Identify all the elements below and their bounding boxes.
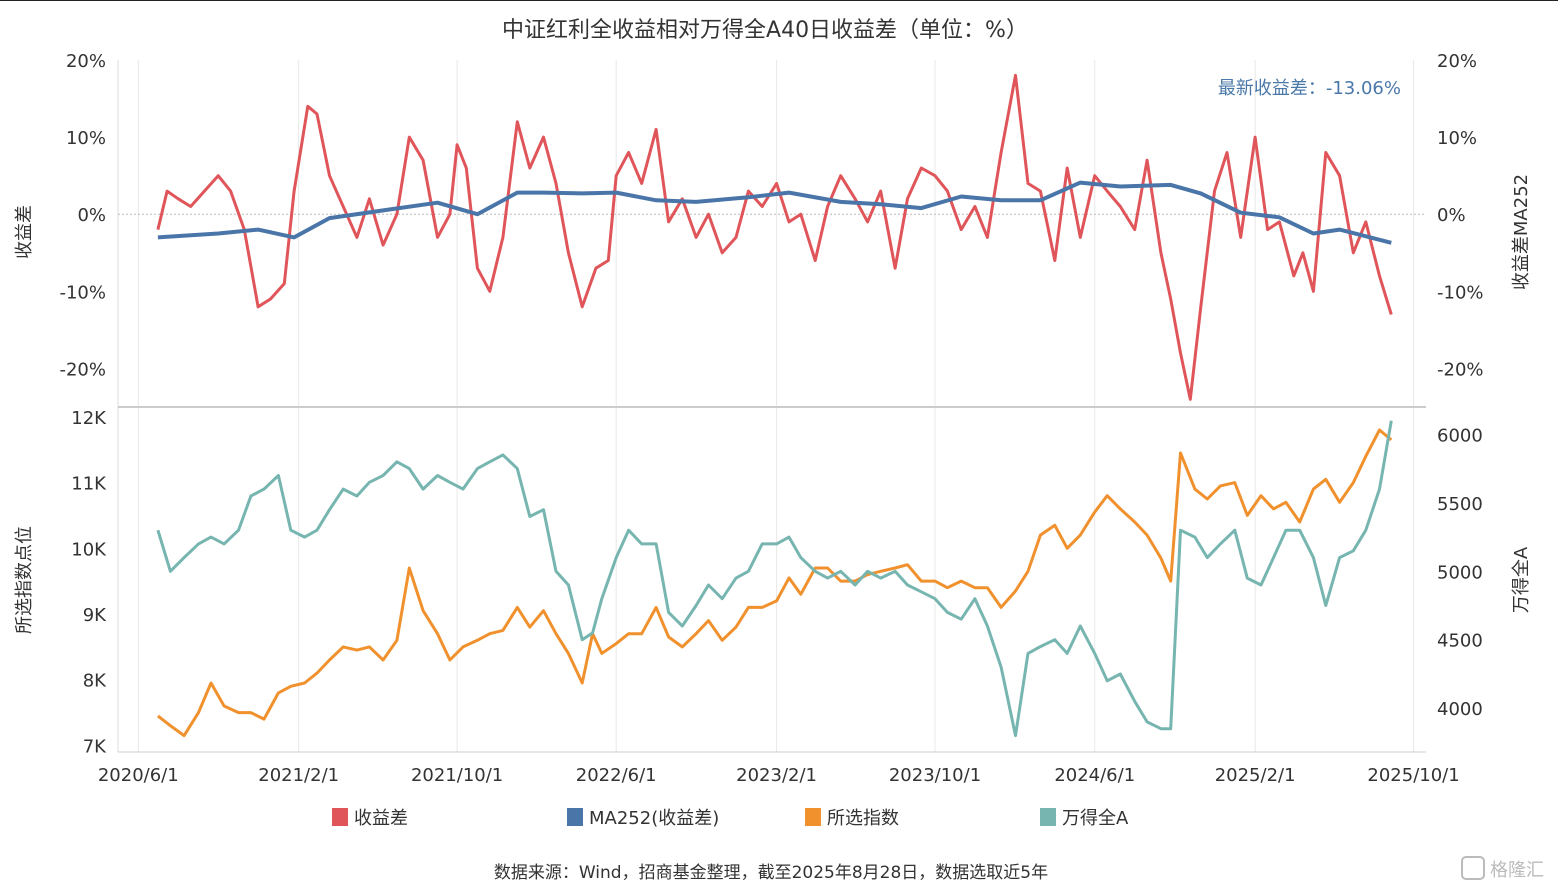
watermark-logo-icon bbox=[1461, 856, 1485, 880]
watermark-text: 格隆汇 bbox=[1490, 860, 1544, 881]
x-axis-ticks: 2020/6/1 2021/2/1 2021/10/1 2022/6/1 2023/2/… bbox=[98, 765, 1460, 786]
x-tick-label: 2024/6/1 bbox=[1054, 765, 1135, 786]
x-tick-label: 2023/2/1 bbox=[736, 765, 817, 786]
top-panel-series bbox=[156, 73, 1393, 401]
top-left-axis-title: 收益差 bbox=[14, 205, 35, 259]
bottom-right-axis-title: 万得全A bbox=[1511, 546, 1532, 613]
bottom-left-axis-title: 所选指数点位 bbox=[14, 526, 35, 634]
y-tick-label: -20% bbox=[59, 359, 106, 380]
x-tick-label: 2020/6/1 bbox=[98, 765, 179, 786]
y-tick-label: -10% bbox=[59, 282, 106, 303]
y-tick-label: 20% bbox=[1437, 51, 1477, 72]
bottom-panel-series bbox=[156, 420, 1393, 738]
legend-label: 所选指数 bbox=[827, 808, 899, 829]
y-tick-label: 7K bbox=[83, 736, 107, 757]
y-tick-label: -20% bbox=[1437, 359, 1484, 380]
legend-swatch bbox=[567, 808, 583, 826]
source-note: 数据来源：Wind，招商基金整理，截至2025年8月28日，数据选取近5年 bbox=[494, 863, 1048, 883]
bottom-right-ticks: 6000 5500 5000 4500 4000 bbox=[1437, 425, 1483, 720]
legend: 收益差 MA252(收益差) 所选指数 万得全A bbox=[332, 808, 1129, 829]
x-tick-label: 2021/10/1 bbox=[411, 765, 503, 786]
top-right-ticks: 20% 10% 0% -10% -20% bbox=[1437, 51, 1484, 380]
y-tick-label: 10% bbox=[66, 128, 106, 149]
grid bbox=[117, 60, 1426, 753]
wind-all-a-series-line bbox=[156, 420, 1393, 738]
legend-swatch bbox=[1040, 808, 1056, 826]
x-tick-label: 2022/6/1 bbox=[576, 765, 657, 786]
x-tick-label: 2023/10/1 bbox=[889, 765, 981, 786]
y-tick-label: 12K bbox=[71, 408, 107, 429]
watermark: 格隆汇 bbox=[1461, 856, 1544, 881]
ma252-series-line bbox=[157, 180, 1392, 245]
legend-label: MA252(收益差) bbox=[589, 808, 719, 829]
bottom-left-ticks: 12K 11K 10K 9K 8K 7K bbox=[71, 408, 107, 758]
y-tick-label: 9K bbox=[83, 605, 107, 626]
top-right-axis-title: 收益差MA252 bbox=[1511, 174, 1532, 290]
y-tick-label: -10% bbox=[1437, 282, 1484, 303]
y-tick-label: 0% bbox=[1437, 205, 1466, 226]
x-tick-label: 2021/2/1 bbox=[258, 765, 339, 786]
top-left-ticks: 20% 10% 0% -10% -20% bbox=[59, 51, 106, 380]
legend-label: 收益差 bbox=[354, 808, 408, 829]
y-tick-label: 10% bbox=[1437, 128, 1477, 149]
x-tick-label: 2025/2/1 bbox=[1215, 765, 1296, 786]
y-tick-label: 10K bbox=[71, 539, 107, 560]
y-tick-label: 6000 bbox=[1437, 425, 1483, 446]
y-tick-label: 0% bbox=[77, 205, 106, 226]
legend-swatch bbox=[332, 808, 348, 826]
y-tick-label: 4000 bbox=[1437, 699, 1483, 720]
legend-label: 万得全A bbox=[1062, 808, 1129, 829]
y-tick-label: 20% bbox=[66, 51, 106, 72]
y-tick-label: 5000 bbox=[1437, 562, 1483, 583]
x-tick-label: 2025/10/1 bbox=[1367, 765, 1459, 786]
chart-title: 中证红利全收益相对万得全A40日收益差（单位：%） bbox=[502, 18, 1028, 43]
spread-series-line bbox=[156, 73, 1393, 401]
selected-index-series-line bbox=[156, 428, 1393, 738]
y-tick-label: 5500 bbox=[1437, 494, 1483, 515]
y-tick-label: 8K bbox=[83, 671, 107, 692]
legend-swatch bbox=[805, 808, 821, 826]
latest-spread-annotation: 最新收益差：-13.06% bbox=[1218, 78, 1401, 99]
y-tick-label: 4500 bbox=[1437, 631, 1483, 652]
y-tick-label: 11K bbox=[71, 474, 107, 495]
